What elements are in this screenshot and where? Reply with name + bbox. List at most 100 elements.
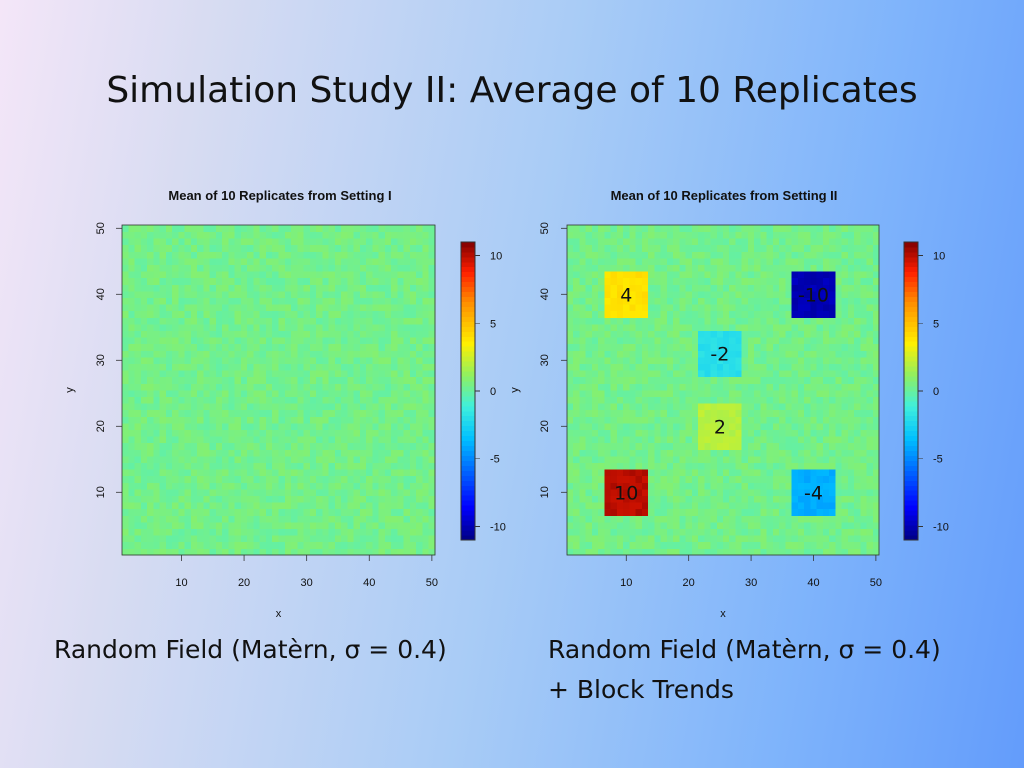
heatmap-cell [591, 225, 599, 232]
heatmap-cell [297, 376, 304, 384]
heatmap-cell [598, 231, 605, 239]
heatmap-cell [641, 231, 649, 239]
heatmap-cell [359, 310, 367, 318]
heatmap-cell [616, 238, 624, 246]
heatmap-cell [585, 475, 593, 483]
heatmap-cell [766, 456, 774, 463]
heatmap-cell [847, 423, 855, 430]
heatmap-cell [372, 482, 380, 490]
heatmap-cell [710, 456, 718, 463]
heatmap-cell [829, 502, 836, 510]
heatmap-cell [397, 225, 405, 232]
heatmap-cell [735, 310, 743, 318]
heatmap-cell [140, 225, 148, 232]
heatmap-cell [723, 284, 730, 292]
heatmap-cell [623, 541, 630, 549]
heatmap-cell [766, 343, 774, 351]
heatmap-cell [610, 528, 618, 536]
heatmap-cell [172, 442, 179, 450]
heatmap-cell [616, 317, 624, 325]
heatmap-cell [585, 403, 593, 411]
heatmap-cell [741, 376, 749, 384]
heatmap-cell [648, 469, 655, 477]
heatmap-cell [623, 277, 630, 285]
heatmap-cell [240, 548, 248, 556]
heatmap-cell [754, 231, 761, 239]
heatmap-cell [679, 264, 686, 272]
heatmap-cell [841, 436, 849, 444]
heatmap-cell [835, 436, 842, 444]
heatmap-cell [635, 225, 643, 232]
heatmap-cell [772, 403, 780, 411]
heatmap-cell [284, 409, 292, 417]
heatmap-cell [384, 277, 392, 285]
heatmap-cell [860, 337, 867, 345]
heatmap-cell [723, 489, 730, 496]
heatmap-cell [284, 251, 292, 259]
heatmap-cell [741, 403, 749, 411]
heatmap-cell [122, 225, 129, 232]
heatmap-cell [428, 423, 436, 430]
heatmap-cell [710, 475, 718, 483]
heatmap-cell [841, 376, 849, 384]
heatmap-cell [147, 297, 154, 305]
heatmap-cell [203, 337, 211, 345]
heatmap-cell [322, 515, 329, 523]
heatmap-cell [228, 363, 236, 371]
heatmap-cell [616, 251, 624, 259]
heatmap-cell [122, 442, 129, 450]
heatmap-cell [297, 330, 304, 338]
heatmap-cell [215, 436, 223, 444]
heatmap-cell [685, 442, 693, 450]
heatmap-cell [240, 482, 248, 490]
heatmap-cell [604, 350, 612, 358]
heatmap-cell [391, 482, 398, 490]
heatmap-cell [347, 396, 355, 404]
heatmap-cell [791, 343, 799, 351]
heatmap-cell [666, 522, 674, 529]
colorbar-step [461, 510, 475, 516]
heatmap-cell [334, 515, 342, 523]
heatmap-cell [147, 436, 154, 444]
heatmap-cell [585, 383, 593, 391]
heatmap-cell [854, 442, 861, 450]
heatmap-cell [397, 456, 405, 463]
heatmap-cell [197, 304, 204, 312]
heatmap-cell [710, 264, 718, 272]
heatmap-cell [309, 409, 317, 417]
heatmap-cell [810, 522, 817, 529]
heatmap-cell [816, 502, 824, 510]
heatmap-cell [754, 350, 761, 358]
heatmap-cell [579, 330, 587, 338]
heatmap-cell [403, 508, 411, 516]
heatmap-cell [309, 482, 317, 490]
heatmap-cell [178, 502, 185, 510]
heatmap-cell [203, 383, 211, 391]
heatmap-cell [197, 449, 204, 457]
heatmap-cell [341, 469, 348, 477]
heatmap-cell [209, 456, 217, 463]
heatmap-cell [391, 383, 398, 391]
heatmap-cell [259, 462, 267, 470]
heatmap-cell [766, 238, 774, 246]
heatmap-cell [573, 456, 580, 463]
heatmap-cell [610, 495, 618, 503]
heatmap-cell [341, 436, 348, 444]
heatmap-cell [797, 317, 805, 325]
heatmap-cell [178, 482, 185, 490]
heatmap-cell [591, 238, 599, 246]
heatmap-cell [197, 403, 204, 411]
heatmap-cell [190, 376, 198, 384]
heatmap-cell [416, 416, 423, 424]
heatmap-cell [579, 469, 587, 477]
heatmap-cell [384, 337, 392, 345]
heatmap-cell [240, 350, 248, 358]
heatmap-cell [234, 515, 242, 523]
heatmap-cell [754, 357, 761, 364]
heatmap-cell [666, 390, 674, 397]
heatmap-cell [816, 370, 824, 378]
heatmap-cell [641, 436, 649, 444]
heatmap-cell [822, 251, 830, 259]
heatmap-cell [403, 337, 411, 345]
heatmap-cell [716, 423, 724, 430]
